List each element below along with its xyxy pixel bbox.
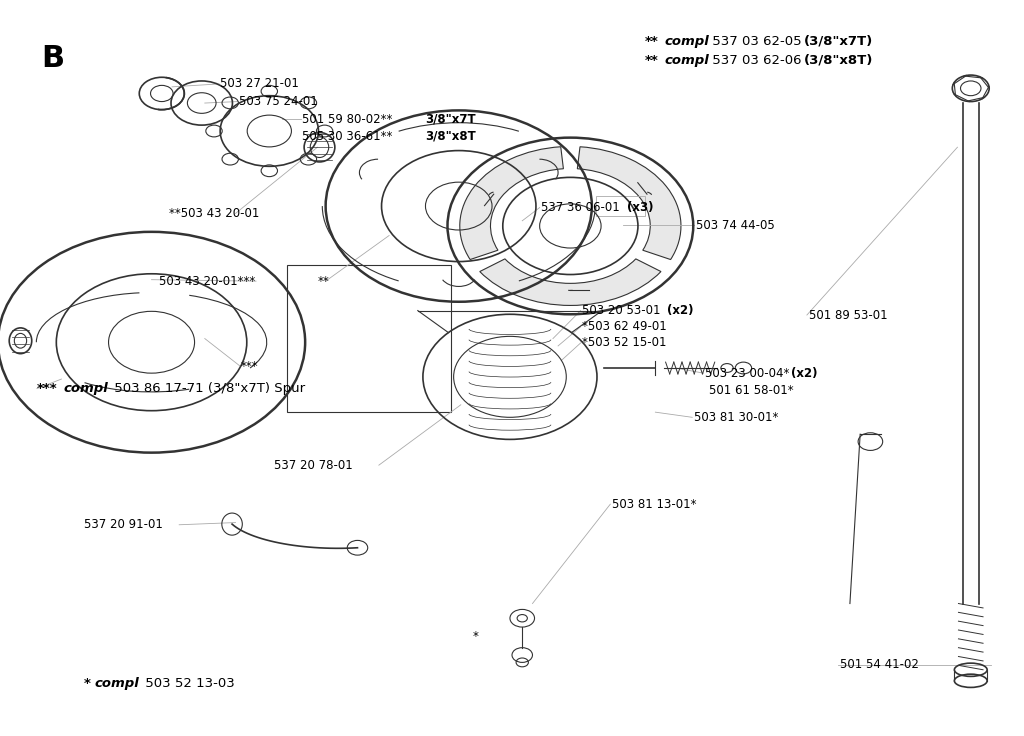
Text: 501 54 41-02: 501 54 41-02 (840, 658, 919, 671)
Text: 503 43 20-01***: 503 43 20-01*** (159, 275, 255, 288)
Bar (596, 196, 645, 216)
Text: compl: compl (94, 676, 139, 690)
Text: 503 75 24-01: 503 75 24-01 (239, 95, 317, 108)
Text: 537 03 62-06: 537 03 62-06 (708, 54, 805, 67)
Text: ***: *** (37, 382, 57, 395)
Text: (3/8"x8T): (3/8"x8T) (804, 54, 873, 67)
Text: 503 20 53-01: 503 20 53-01 (582, 304, 664, 317)
Text: 501 61 58-01*: 501 61 58-01* (709, 383, 794, 397)
Text: 537 20 78-01: 537 20 78-01 (274, 459, 353, 472)
Text: **503 43 20-01: **503 43 20-01 (169, 207, 259, 220)
Text: (3/8"x7T): (3/8"x7T) (804, 35, 873, 48)
Text: 503 86 17-71 (3/8"x7T) Spur: 503 86 17-71 (3/8"x7T) Spur (110, 382, 305, 395)
Text: 503 81 13-01*: 503 81 13-01* (612, 498, 697, 511)
Text: 501 89 53-01: 501 89 53-01 (809, 308, 888, 322)
Text: *: * (84, 676, 91, 690)
Text: 3/8"x7T: 3/8"x7T (425, 113, 475, 126)
Wedge shape (578, 146, 681, 260)
Text: B: B (41, 44, 65, 73)
Text: 501 59 80-02**: 501 59 80-02** (302, 113, 396, 126)
Text: 537 03 62-05: 537 03 62-05 (708, 35, 806, 48)
Text: **: ** (645, 35, 658, 48)
Text: compl: compl (63, 382, 109, 395)
Text: 503 81 30-01*: 503 81 30-01* (694, 411, 778, 424)
Text: compl: compl (665, 35, 710, 48)
Text: **: ** (645, 54, 658, 67)
Wedge shape (480, 259, 660, 305)
Text: 537 20 91-01: 537 20 91-01 (84, 518, 163, 531)
Text: 503 52 13-03: 503 52 13-03 (141, 676, 236, 690)
Text: (x3): (x3) (627, 201, 653, 214)
Text: (x2): (x2) (791, 367, 817, 380)
Text: *503 52 15-01: *503 52 15-01 (582, 336, 667, 350)
Text: 537 36 06-01: 537 36 06-01 (541, 201, 624, 214)
Text: 503 74 44-05: 503 74 44-05 (696, 219, 775, 232)
Text: *503 62 49-01: *503 62 49-01 (582, 320, 667, 333)
Text: ***: *** (241, 360, 258, 373)
Text: **: ** (317, 275, 329, 288)
Bar (287, 265, 451, 412)
Text: (x2): (x2) (667, 304, 693, 317)
Text: 3/8"x8T: 3/8"x8T (425, 130, 476, 143)
Text: *: * (473, 630, 479, 643)
Text: 503 23 00-04*: 503 23 00-04* (705, 367, 793, 380)
Text: compl: compl (665, 54, 710, 67)
Text: 503 27 21-01: 503 27 21-01 (220, 77, 299, 91)
Text: 505 30 36-61**: 505 30 36-61** (302, 130, 396, 143)
Wedge shape (460, 146, 563, 260)
